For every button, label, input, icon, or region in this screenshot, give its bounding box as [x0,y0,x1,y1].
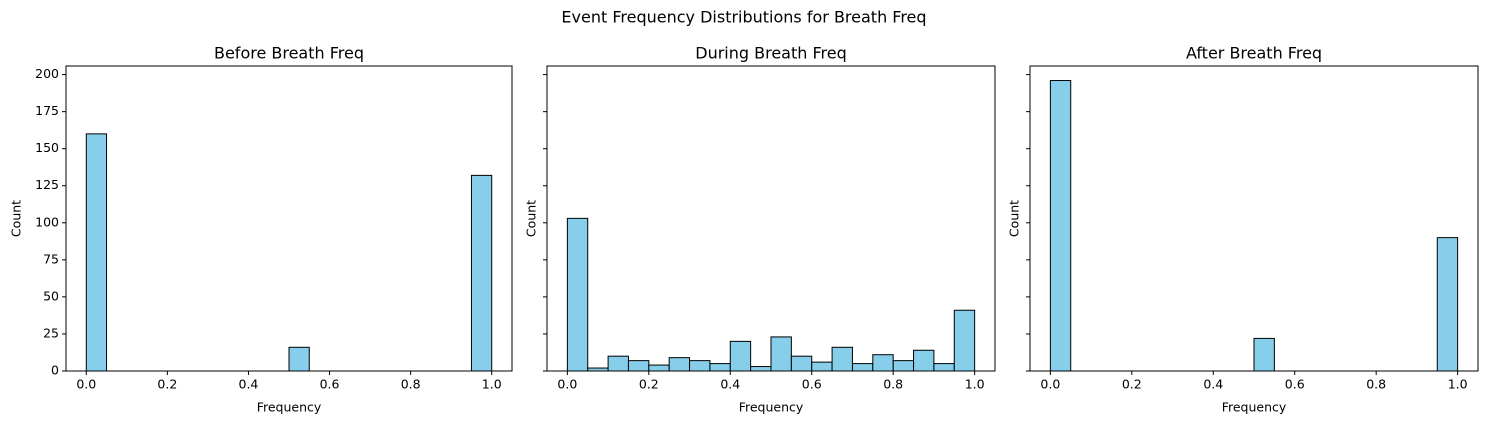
x-tick-label: 0.4 [1203,377,1223,392]
histogram-bar [790,355,813,372]
y-tick-label: 175 [35,103,59,118]
x-tick-label: 0.2 [1122,377,1142,392]
histogram-bar [953,309,976,372]
x-tick-label: 1.0 [965,377,985,392]
y-tick-label: 25 [43,325,59,340]
x-tick-label: 1.0 [482,377,502,392]
subplot-title: After Breath Freq [1186,44,1322,63]
y-tick-label: 0 [51,363,59,378]
histogram-bar [851,363,874,372]
x-tick-label: 0.8 [1366,377,1386,392]
x-tick-label: 0.2 [639,377,659,392]
histogram-bar [750,366,772,372]
figure-title: Event Frequency Distributions for Breath… [561,8,926,27]
x-tick-label: 0.0 [1040,377,1060,392]
x-tick-label: 0.6 [320,377,340,392]
y-tick-label: 125 [35,177,59,192]
y-axis-label: Count [9,200,24,237]
x-axis-label: Frequency [257,400,322,415]
x-axis-label: Frequency [1222,400,1287,415]
x-tick-label: 0.0 [557,377,577,392]
histogram-bar [566,217,589,372]
histogram-bar [85,133,108,372]
x-tick-label: 0.6 [802,377,822,392]
histogram-bar [648,364,670,372]
x-tick-label: 0.6 [1285,377,1305,392]
histogram-bar [872,354,894,372]
histogram-bar [729,340,752,372]
histogram-bar [892,360,915,372]
subplot-title: Before Breath Freq [214,44,364,63]
histogram-bar [668,357,691,372]
x-tick-label: 0.8 [401,377,421,392]
y-tick-label: 100 [35,214,59,229]
x-tick-label: 0.8 [883,377,903,392]
x-tick-label: 1.0 [1448,377,1468,392]
x-axis-label: Frequency [739,400,804,415]
histogram-bar [1436,237,1459,372]
histogram-bar [831,346,853,372]
y-axis-label: Count [524,200,539,237]
x-tick-label: 0.2 [157,377,177,392]
subplot-title: During Breath Freq [695,44,846,63]
histogram-bar [288,346,310,372]
y-tick-label: 50 [43,288,59,303]
y-tick-label: 150 [35,140,59,155]
histogram-bar [770,336,792,372]
histogram-bar [607,355,629,372]
plot-frame [1029,65,1479,372]
histogram-bar [933,363,955,372]
histogram-bar [689,360,711,372]
histogram-bar [470,174,493,372]
y-tick-label: 200 [35,66,59,81]
plot-frame [546,65,996,372]
histogram-bar [627,360,650,372]
y-tick-label: 75 [43,251,59,266]
histogram-bar [709,363,731,372]
x-tick-label: 0.0 [76,377,96,392]
histogram-bar [913,349,935,372]
x-tick-label: 0.4 [239,377,259,392]
y-axis-label: Count [1007,200,1022,237]
histogram-bar [1049,80,1072,372]
x-tick-label: 0.4 [720,377,740,392]
histogram-bar [1253,337,1275,372]
histogram-bar [811,361,833,372]
plot-frame [65,65,513,372]
